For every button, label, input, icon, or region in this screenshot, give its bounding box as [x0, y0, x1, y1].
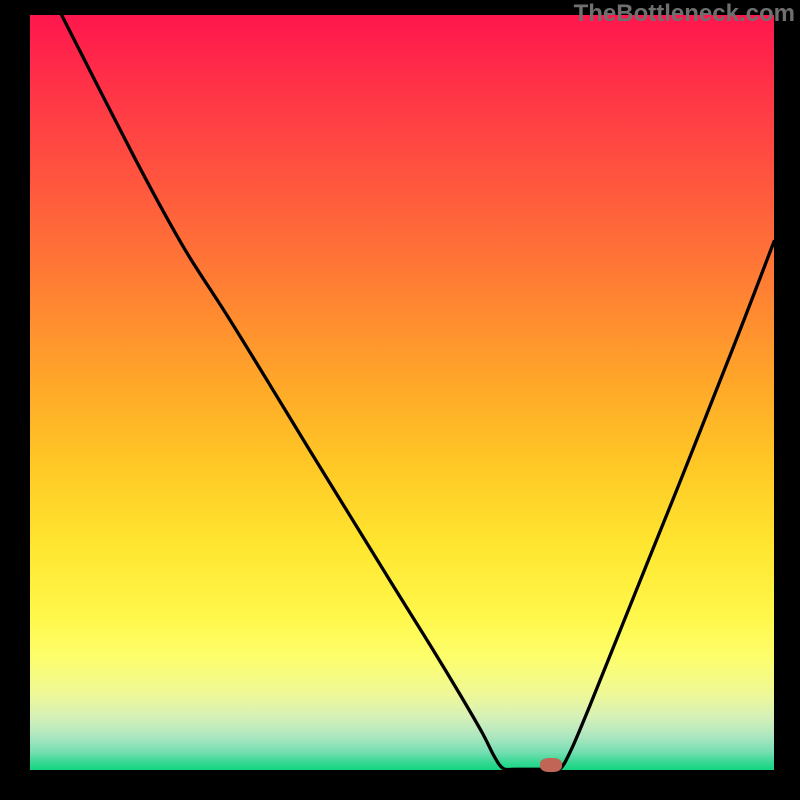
min-point-marker [540, 758, 562, 772]
gradient-background [30, 15, 774, 770]
plot-area [30, 15, 774, 770]
chart-frame: TheBottleneck.com [0, 0, 800, 800]
watermark-text: TheBottleneck.com [574, 0, 795, 28]
